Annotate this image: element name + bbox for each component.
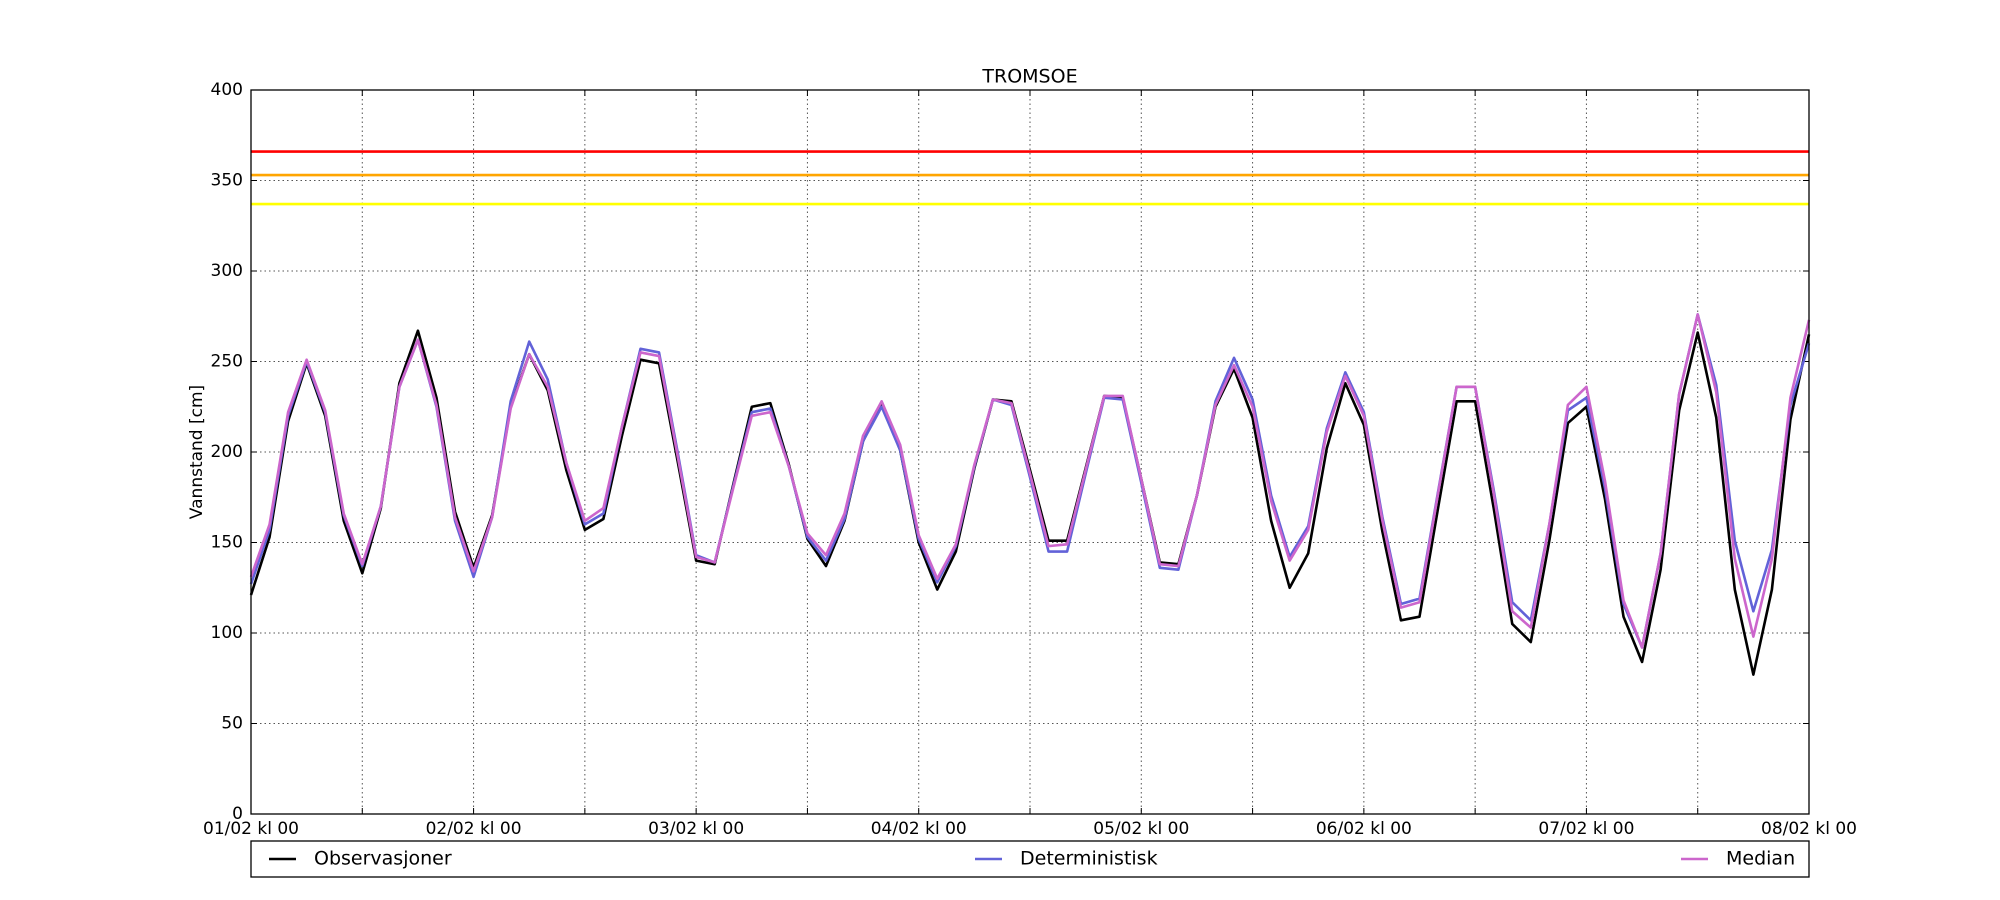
x-tick-label: 07/02 kl 00 — [1538, 819, 1634, 839]
legend-box — [250, 840, 1810, 878]
y-tick-label: 50 — [221, 714, 243, 734]
x-tick-label: 04/02 kl 00 — [871, 819, 967, 839]
x-tick-label: 05/02 kl 00 — [1093, 819, 1189, 839]
chart-title: TROMSOE — [981, 66, 1077, 88]
y-tick-label: 150 — [211, 533, 243, 553]
plot-frame — [250, 89, 1810, 815]
y-tick-label: 200 — [211, 442, 243, 462]
y-tick-label: 250 — [211, 352, 243, 372]
legend-label: Deterministisk — [1020, 848, 1158, 870]
y-tick-label: 350 — [211, 171, 243, 191]
y-tick-label: 0 — [232, 804, 243, 824]
x-tick-label: 02/02 kl 00 — [426, 819, 522, 839]
y-tick-label: 300 — [211, 261, 243, 281]
x-tick-label: 08/02 kl 00 — [1761, 819, 1857, 839]
y-axis-label: Vannstand [cm] — [187, 385, 207, 519]
data-line — [249, 313, 1811, 649]
legend-label: Observasjoner — [314, 848, 452, 870]
x-tick-label: 06/02 kl 00 — [1316, 819, 1412, 839]
y-tick-label: 400 — [211, 80, 243, 100]
data-line — [249, 329, 1811, 676]
y-tick-label: 100 — [211, 623, 243, 643]
data-line — [249, 313, 1811, 649]
x-tick-label: 03/02 kl 00 — [648, 819, 744, 839]
legend-label: Median — [1726, 848, 1795, 870]
x-tick-label: 01/02 kl 00 — [203, 819, 299, 839]
